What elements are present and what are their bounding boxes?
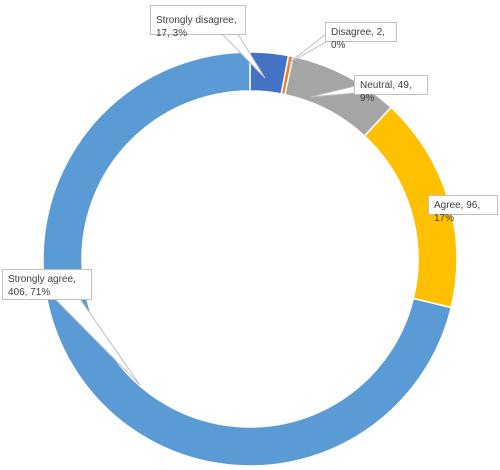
data-label: Strongly agree, 406, 71% xyxy=(2,269,92,300)
data-label: Strongly disagree, 17, 3% xyxy=(150,5,246,39)
data-label: Agree, 96, 17% xyxy=(428,195,498,224)
data-label: Disagree, 2, 0% xyxy=(325,22,397,51)
donut-slice xyxy=(42,51,453,467)
callout-pointer xyxy=(288,32,327,64)
data-label: Neutral, 49, 9% xyxy=(354,75,428,104)
